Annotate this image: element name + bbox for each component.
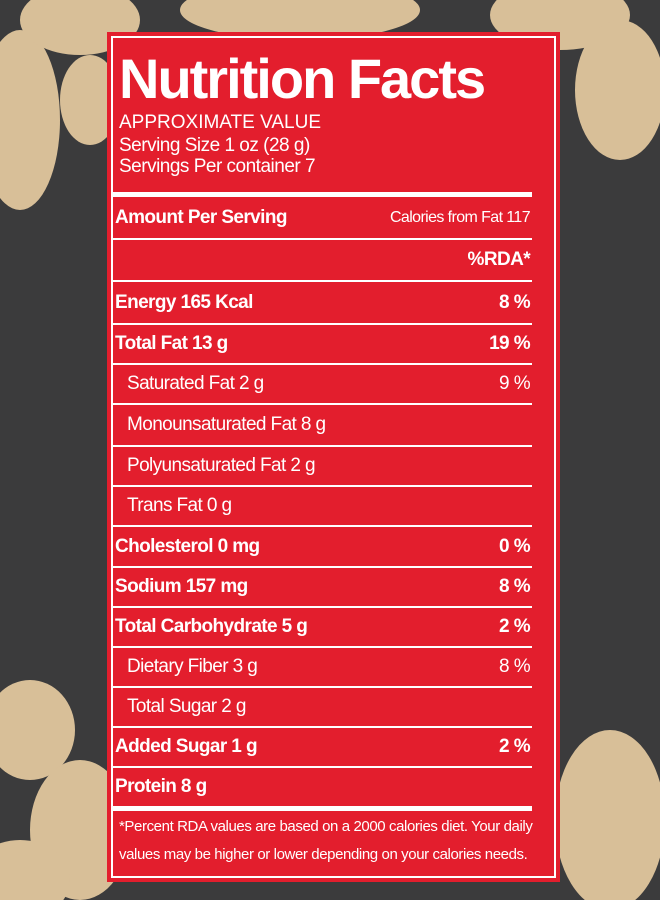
nutrient-row: Total Fat 13 g 19 % xyxy=(113,325,532,365)
nutrient-label: Total Fat 13 g xyxy=(115,333,228,354)
nutrient-label: Monounsaturated Fat 8 g xyxy=(127,414,326,435)
nutrient-row: Total Sugar 2 g xyxy=(113,688,532,728)
nutrient-label: Dietary Fiber 3 g xyxy=(127,656,258,677)
nutrient-row: Monounsaturated Fat 8 g xyxy=(113,405,532,447)
nutrient-row: Saturated Fat 2 g 9 % xyxy=(113,365,532,405)
nutrient-label: Energy 165 Kcal xyxy=(115,291,253,313)
servings: Servings Per container 7 xyxy=(119,156,316,177)
nutrient-row: Total Carbohydrate 5 g 2 % xyxy=(113,608,532,648)
header-row: Amount Per Serving Calories from Fat 117 xyxy=(113,197,532,240)
calories-from-fat: Calories from Fat 117 xyxy=(389,208,531,226)
nutrient-label: Polyunsaturated Fat 2 g xyxy=(127,455,316,476)
rda-value: 19 % xyxy=(489,333,531,354)
rda-header: %RDA* xyxy=(467,249,531,270)
divider xyxy=(113,806,532,811)
serving-size: Serving Size 1 oz (28 g) xyxy=(119,135,310,156)
nutrient-row: Protein 8 g xyxy=(113,768,532,806)
nutrient-label: Total Carbohydrate 5 g xyxy=(115,616,308,637)
footnote: values may be higher or lower depending … xyxy=(119,846,528,863)
rda-value: 2 % xyxy=(499,616,531,637)
nutrient-label: Sodium 157 mg xyxy=(115,576,248,597)
nutrient-row: Added Sugar 1 g 2 % xyxy=(113,728,532,768)
nutrient-label: Total Sugar 2 g xyxy=(127,696,246,717)
subtitle: APPROXIMATE VALUE xyxy=(119,112,322,133)
nutrient-row: Dietary Fiber 3 g 8 % xyxy=(113,648,532,688)
header-label: Amount Per Serving xyxy=(115,206,287,228)
nutrient-label: Saturated Fat 2 g xyxy=(127,373,264,394)
rda-value: 9 % xyxy=(499,373,531,394)
nutrient-label: Trans Fat 0 g xyxy=(127,495,232,516)
rda-header-row: %RDA* xyxy=(113,240,532,282)
nutrient-label: Protein 8 g xyxy=(115,776,207,797)
nutrient-row: Trans Fat 0 g xyxy=(113,487,532,527)
rda-value: 8 % xyxy=(499,576,531,597)
nutrient-row: Polyunsaturated Fat 2 g xyxy=(113,447,532,487)
label-border xyxy=(111,36,556,878)
nutrient-label: Cholesterol 0 mg xyxy=(115,535,260,557)
rda-value: 8 % xyxy=(499,291,531,313)
title: Nutrition Facts xyxy=(119,47,486,110)
nutrient-label: Added Sugar 1 g xyxy=(115,736,258,757)
rda-value: 0 % xyxy=(499,535,531,557)
nutrient-row: Cholesterol 0 mg 0 % xyxy=(113,527,532,568)
divider xyxy=(113,192,532,197)
rda-value: 2 % xyxy=(499,736,531,757)
footnote: *Percent RDA values are based on a 2000 … xyxy=(119,818,533,835)
nutrient-row: Sodium 157 mg 8 % xyxy=(113,568,532,608)
nutrition-label: Nutrition Facts APPROXIMATE VALUE Servin… xyxy=(107,32,560,882)
rda-value: 8 % xyxy=(499,656,531,677)
nutrient-row: Energy 165 Kcal 8 % xyxy=(113,282,532,325)
